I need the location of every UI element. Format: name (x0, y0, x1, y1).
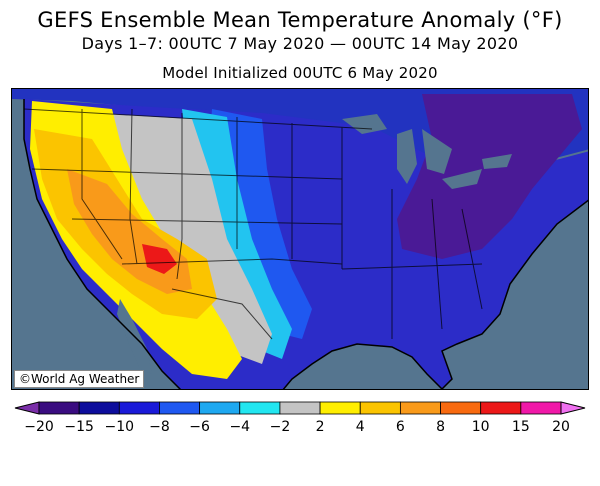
legend-tick-label: 6 (395, 419, 405, 435)
legend-swatch (319, 401, 361, 415)
credit-label: ©World Ag Weather (14, 370, 145, 388)
color-scale-legend (14, 401, 586, 415)
legend-swatch (118, 401, 160, 415)
cold-core-northeast (397, 94, 582, 259)
legend-swatch (480, 401, 522, 415)
legend-tick-label: −15 (64, 419, 94, 435)
legend-tick-label: −10 (104, 419, 135, 435)
state-borders (23, 108, 483, 340)
legend-swatch (359, 401, 401, 415)
legend-swatch (239, 401, 281, 415)
legend-arrow-high (560, 401, 586, 415)
legend-arrow-low (14, 401, 40, 415)
legend-tick-label: 4 (355, 419, 365, 435)
legend-tick-label: 8 (436, 419, 445, 435)
legend-tick-label: −20 (24, 419, 54, 435)
legend-tick-label: 15 (511, 419, 530, 435)
legend-swatch (279, 401, 321, 415)
hot-spot (142, 244, 177, 274)
legend-swatch (399, 401, 441, 415)
legend-tick-label: −8 (149, 419, 170, 435)
legend-tick-label: 2 (315, 419, 325, 435)
map-title: GEFS Ensemble Mean Temperature Anomaly (… (37, 8, 563, 32)
model-init-line: Model Initialized 00UTC 6 May 2020 (162, 64, 438, 82)
great-lakes (342, 114, 512, 189)
legend-swatch (199, 401, 241, 415)
legend-swatch (38, 401, 80, 415)
anomaly-map: ©World Ag Weather (11, 88, 589, 390)
legend-tick-label: 20 (552, 419, 570, 435)
legend-swatch (520, 401, 562, 415)
legend-swatch (440, 401, 482, 415)
legend-tick-label: −6 (189, 419, 210, 435)
legend-tick-label: −4 (229, 419, 251, 435)
legend-swatch (159, 401, 201, 415)
legend-swatch (78, 401, 120, 415)
map-subtitle: Days 1–7: 00UTC 7 May 2020 — 00UTC 14 Ma… (81, 34, 519, 53)
legend-tick-label: 10 (471, 419, 490, 435)
us-coastline (23, 99, 588, 389)
legend-tick-label: −2 (269, 419, 291, 435)
